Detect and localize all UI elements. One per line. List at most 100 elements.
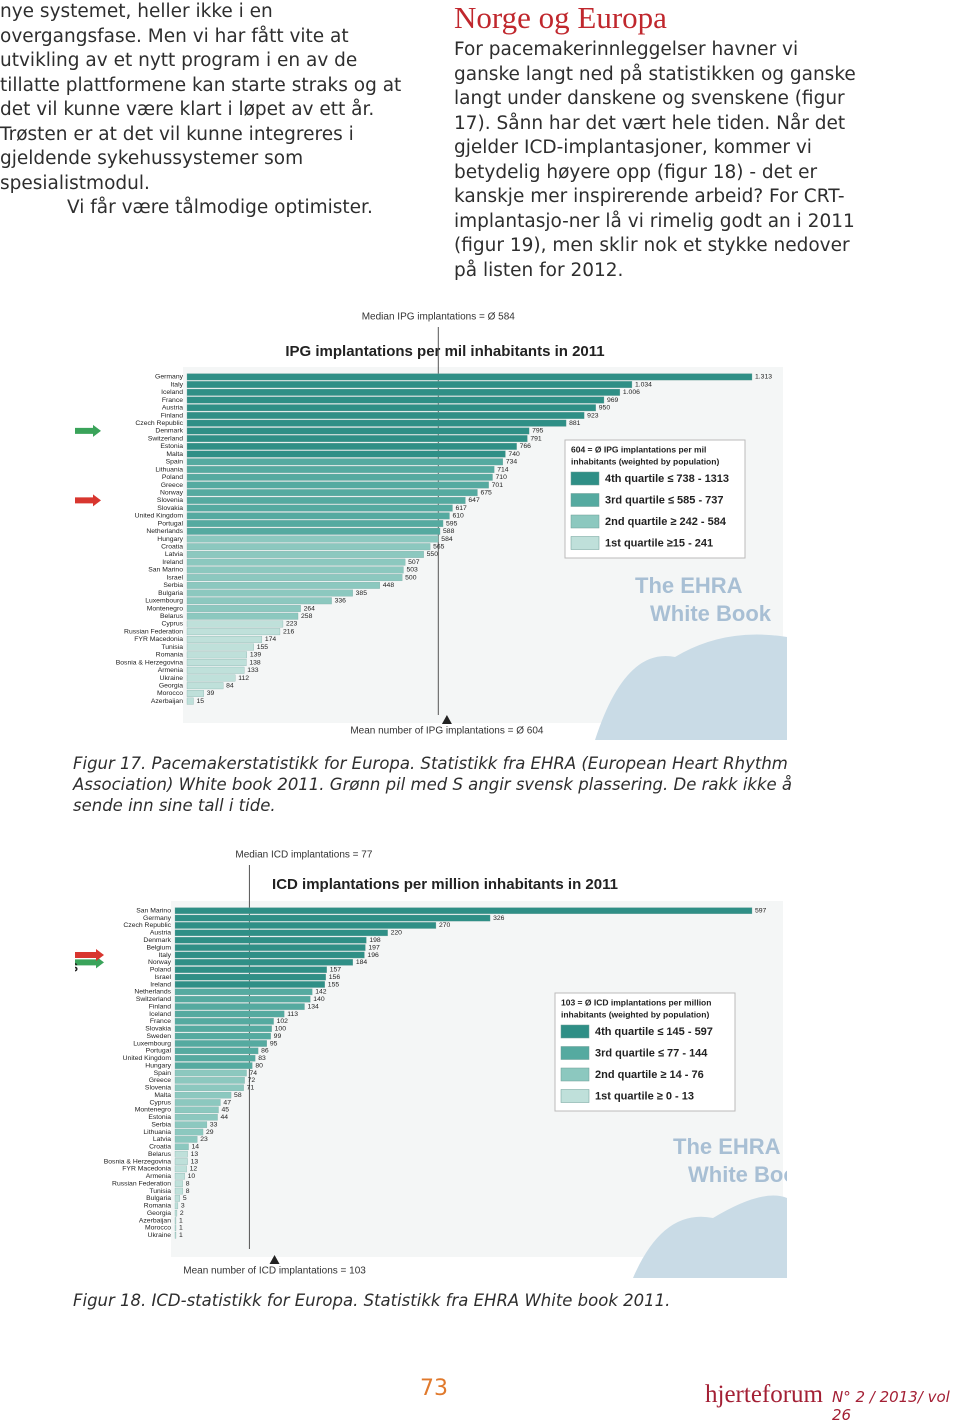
bar (175, 1122, 207, 1128)
category-label: Iceland (149, 1011, 171, 1018)
category-label: Romania (156, 652, 183, 659)
value-label: 39 (207, 690, 215, 697)
value-label: 881 (569, 420, 581, 427)
value-label: 138 (249, 659, 261, 666)
bar (175, 1144, 189, 1150)
bar (187, 412, 584, 419)
category-label: Norway (160, 489, 184, 496)
value-label: 258 (301, 613, 313, 620)
category-label: Lithuania (155, 466, 183, 473)
value-label: 795 (532, 428, 544, 435)
category-label: Armenia (146, 1173, 172, 1180)
legend-label: 4th quartile ≤ 145 - 597 (595, 1026, 713, 1038)
category-label: Greece (161, 482, 184, 489)
value-label: 71 (247, 1085, 255, 1092)
heading: Norge og Europa (454, 0, 864, 36)
bar (175, 1018, 274, 1024)
bar (187, 389, 620, 396)
value-label: 86 (261, 1048, 269, 1055)
watermark: The EHRA (635, 573, 743, 598)
legend-label: 1st quartile ≥ 0 - 13 (595, 1090, 694, 1102)
value-label: 503 (406, 567, 418, 574)
bar (175, 1107, 218, 1113)
category-label: France (150, 1018, 171, 1025)
value-label: 8 (186, 1188, 190, 1195)
value-label: 174 (265, 636, 277, 643)
value-label: 72 (248, 1077, 256, 1084)
value-label: 83 (258, 1055, 266, 1062)
legend-title: inhabitants (weighted by population) (571, 456, 719, 466)
value-label: 95 (270, 1040, 278, 1047)
category-label: Hungary (157, 536, 183, 543)
bar (175, 1063, 252, 1069)
value-label: 80 (255, 1062, 263, 1069)
category-label: Israel (166, 574, 183, 581)
category-label: Czech Republic (135, 420, 183, 427)
bar (175, 1188, 183, 1194)
bar (175, 1181, 183, 1187)
value-label: 610 (452, 513, 464, 520)
category-label: Tunisia (161, 644, 183, 651)
value-label: 15 (196, 698, 204, 705)
value-label: 5 (183, 1195, 187, 1202)
bar (175, 1070, 247, 1076)
issue: N° 2 / 2013/ vol 26 (832, 1388, 960, 1424)
category-label: Morocco (145, 1225, 171, 1232)
category-label: Slovenia (157, 497, 183, 504)
legend-title: inhabitants (weighted by population) (561, 1009, 709, 1019)
legend-label: 4th quartile ≤ 738 - 1313 (605, 473, 729, 485)
category-label: Serbia (151, 1121, 171, 1128)
watermark: White Book (688, 1162, 787, 1187)
category-label: Hungary (145, 1062, 171, 1069)
bar (187, 590, 353, 597)
category-label: Malta (154, 1092, 171, 1099)
value-label: 675 (480, 489, 492, 496)
value-label: 647 (468, 497, 480, 504)
arrow (75, 494, 101, 506)
value-label: 710 (496, 474, 508, 481)
left-column: nye systemet, heller ikke i en overgangs… (0, 0, 412, 221)
value-label: 100 (275, 1026, 287, 1033)
legend-swatch (561, 1068, 589, 1081)
value-label: 588 (443, 528, 455, 535)
legend-title: 604 = Ø IPG implantations per mil (571, 444, 706, 454)
bar (175, 1158, 188, 1164)
bar (187, 489, 477, 496)
category-label: Finland (161, 412, 184, 419)
bar (175, 1232, 176, 1238)
bar (175, 1136, 197, 1142)
category-label: Ireland (162, 559, 183, 566)
bar (187, 513, 449, 520)
bar (175, 937, 366, 943)
category-label: Austria (162, 405, 183, 412)
chart: ICD implantations per million inhabitant… (75, 843, 787, 1280)
category-label: Romania (144, 1203, 171, 1210)
legend-swatch (561, 1090, 589, 1103)
category-label: Luxembourg (133, 1040, 171, 1047)
category-label: Germany (143, 915, 172, 922)
value-label: 507 (408, 559, 420, 566)
category-label: Serbia (163, 582, 183, 589)
category-label: Latvia (165, 551, 183, 558)
bar (175, 981, 325, 987)
category-label: Denmark (143, 937, 171, 944)
watermark: White Book (650, 601, 772, 626)
caption: Figur 17. Pacemakerstatistikk for Europa… (73, 753, 793, 816)
value-label: 1 (179, 1217, 183, 1224)
value-label: 155 (328, 981, 340, 988)
category-label: Azerbaijan (151, 698, 183, 705)
category-label: Montenegro (135, 1107, 171, 1114)
bar (175, 1011, 284, 1017)
value-label: 223 (286, 621, 298, 628)
bar (187, 567, 403, 574)
legend-label: 3rd quartile ≤ 77 - 144 (595, 1047, 708, 1059)
value-label: 23 (200, 1136, 208, 1143)
category-label: Bosnia & Herzegovina (104, 1158, 171, 1165)
value-label: 584 (441, 536, 453, 543)
bar (175, 974, 326, 980)
chart-title: ICD implantations per million inhabitant… (272, 876, 618, 893)
category-label: Malta (166, 451, 183, 458)
chart: IPG implantations per mil inhabitants in… (75, 305, 787, 740)
category-label: Portugal (146, 1048, 172, 1055)
